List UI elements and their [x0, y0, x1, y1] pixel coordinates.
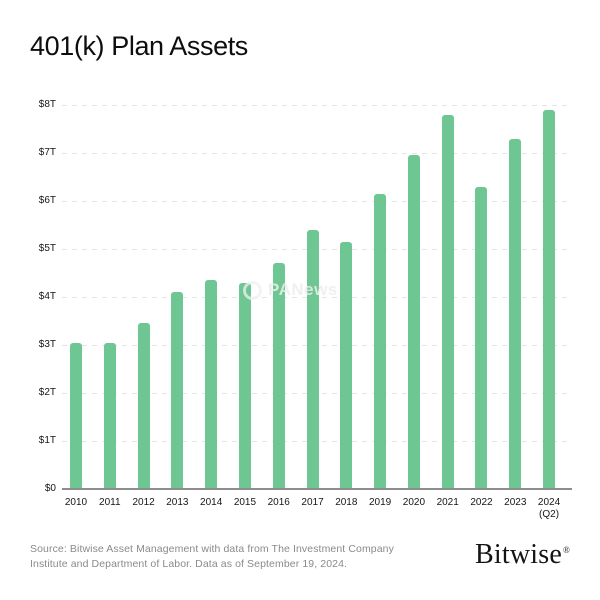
bar-2021	[441, 114, 454, 489]
x-axis-label: 2021	[436, 497, 459, 508]
x-axis-label: 2016	[267, 497, 290, 508]
bar-2019	[374, 193, 387, 489]
y-axis-label: $5T	[38, 243, 56, 254]
source-text: Source: Bitwise Asset Management with da…	[30, 542, 394, 572]
gridline-7T	[62, 153, 572, 154]
x-axis-label: 2022	[470, 497, 493, 508]
x-axis-label: 2024 (Q2)	[537, 497, 561, 520]
bar-2015	[238, 282, 251, 489]
bar-2016	[272, 263, 285, 489]
bar-2012	[137, 323, 150, 489]
x-axis-label: 2018	[335, 497, 358, 508]
y-axis-label: $2T	[38, 387, 56, 398]
source-line-2: Institute and Department of Labor. Data …	[30, 558, 348, 570]
bar-2023	[509, 138, 522, 489]
x-axis-label: 2020	[402, 497, 426, 508]
gridline-6T	[62, 201, 572, 202]
bar-2014	[205, 280, 218, 489]
x-axis-label: 2023	[504, 497, 527, 508]
y-axis-label: $7T	[38, 147, 56, 158]
bitwise-logo: Bitwise®	[475, 539, 570, 571]
bar-2017	[306, 229, 319, 489]
x-axis-label: 2014	[200, 497, 223, 508]
x-axis-label: 2012	[132, 497, 155, 508]
y-axis-label: $0	[44, 483, 56, 494]
y-axis-label: $4T	[38, 291, 56, 302]
bar-2024Q2	[543, 109, 556, 489]
bar-2011	[103, 342, 116, 489]
x-axis-label: 2013	[166, 497, 189, 508]
bar-2010	[70, 342, 82, 489]
x-axis-label: 2019	[368, 497, 392, 508]
y-axis-label: $1T	[38, 435, 56, 446]
source-line-1: Source: Bitwise Asset Management with da…	[30, 543, 394, 555]
chart-title: 401(k) Plan Assets	[30, 31, 248, 61]
gridline-8T	[62, 105, 572, 106]
y-axis-label: $8T	[38, 99, 56, 110]
y-axis-label: $3T	[38, 339, 56, 350]
registered-mark: ®	[562, 544, 570, 555]
x-axis-label: 2015	[233, 497, 257, 508]
bar-2013	[171, 292, 184, 489]
x-axis-line	[62, 488, 572, 490]
bar-2018	[340, 241, 353, 489]
bitwise-logo-text: Bitwise	[474, 539, 562, 570]
x-axis-label: 2017	[301, 497, 324, 508]
x-axis-label: 2010	[64, 497, 88, 508]
y-axis-label: $6T	[38, 195, 56, 206]
bar-2020	[407, 155, 420, 489]
x-axis-label: 2011	[99, 497, 121, 508]
bar-2022	[475, 186, 488, 489]
